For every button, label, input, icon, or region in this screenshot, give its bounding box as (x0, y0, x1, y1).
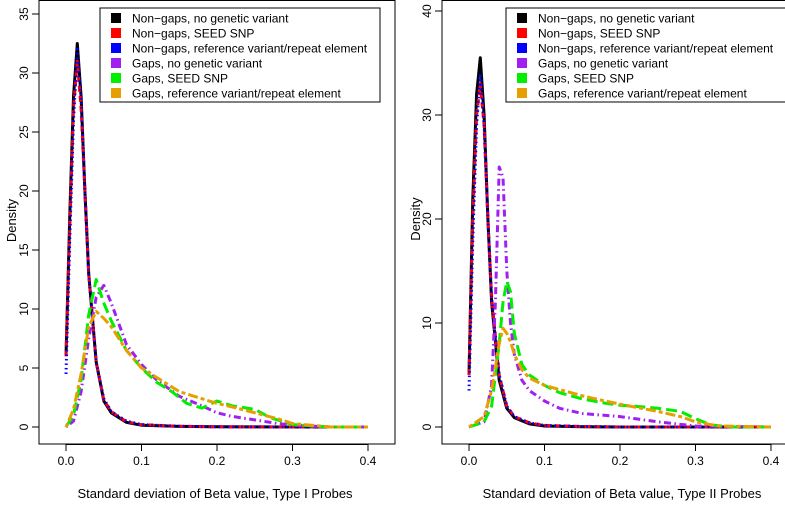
x-tick-label: 0.4 (360, 454, 377, 468)
y-axis-label: Density (408, 197, 423, 241)
legend-box (99, 7, 381, 103)
series-line-2 (467, 82, 771, 429)
x-tick-label: 0.3 (687, 454, 704, 468)
legend-label-4: Gaps, no genetic variant (538, 57, 669, 71)
series-line-6 (468, 326, 772, 429)
y-tick-label: 10 (17, 302, 31, 316)
y-tick-label: 30 (420, 108, 434, 122)
legend-label-6: Gaps, reference variant/repeat element (538, 87, 747, 101)
legend-label-4: Gaps, no genetic variant (132, 57, 263, 71)
series-line-3 (64, 47, 368, 429)
y-tick-label: 5 (17, 364, 31, 371)
legend-label-3: Non−gaps, reference variant/repeat eleme… (132, 42, 368, 56)
legend-swatch-6 (111, 88, 121, 98)
legend-swatch-2 (111, 28, 121, 38)
series-line-4 (468, 165, 772, 429)
x-tick-label: 0.0 (461, 454, 478, 468)
y-axis-label: Density (4, 198, 19, 242)
y-tick-label: 15 (17, 243, 31, 257)
x-tick-label: 0.4 (763, 454, 780, 468)
legend-label-5: Gaps, SEED SNP (538, 72, 634, 86)
y-tick-label: 35 (17, 7, 31, 21)
legend-swatch-2 (517, 28, 527, 38)
y-tick-label: 40 (420, 4, 434, 18)
series-line-2 (64, 59, 368, 429)
y-tick-label: 20 (420, 212, 434, 226)
legend-swatch-4 (517, 58, 527, 68)
series-line-4 (65, 283, 368, 429)
legend-label-3: Non−gaps, reference variant/repeat eleme… (538, 42, 774, 56)
legend-label-2: Non−gaps, SEED SNP (132, 27, 254, 41)
legend-label-6: Gaps, reference variant/repeat element (132, 87, 341, 101)
x-tick-label: 0.2 (612, 454, 629, 468)
y-tick-label: 0 (17, 423, 31, 430)
legend-label-2: Non−gaps, SEED SNP (538, 27, 660, 41)
y-tick-label: 30 (17, 66, 31, 80)
legend-label-1: Non−gaps, no genetic variant (132, 12, 289, 26)
legend-swatch-3 (517, 43, 527, 53)
y-tick-label: 0 (420, 423, 434, 430)
legend-swatch-3 (111, 43, 121, 53)
legend-swatch-1 (111, 13, 121, 23)
series-line-6 (64, 309, 368, 429)
x-tick-label: 0.2 (209, 454, 226, 468)
legend-box (505, 7, 785, 103)
y-tick-label: 25 (17, 125, 31, 139)
x-tick-label: 0.0 (58, 454, 75, 468)
x-tick-label: 0.3 (284, 454, 301, 468)
legend-label-1: Non−gaps, no genetic variant (538, 12, 695, 26)
legend-label-5: Gaps, SEED SNP (132, 72, 228, 86)
x-axis-label: Standard deviation of Beta value, Type I… (77, 486, 353, 501)
legend-swatch-5 (111, 73, 121, 83)
x-tick-label: 0.1 (133, 454, 150, 468)
panel-type-i: 0 5 10 15 20 25 30 35 0.0 0.1 0.2 0.3 0.4 Standard de… (4, 0, 396, 501)
x-axis-label: Standard deviation of Beta value, Type I… (483, 486, 762, 501)
legend-swatch-6 (517, 88, 527, 98)
series-line-5 (64, 278, 368, 429)
legend-swatch-1 (517, 13, 527, 23)
y-tick-label: 10 (420, 316, 434, 330)
series-line-5 (468, 279, 771, 429)
panel-type-ii: 0 10 20 30 40 0.0 0.1 0.2 0.3 0.4 Standard deviati… (408, 0, 785, 501)
series-line-3 (467, 71, 771, 429)
legend-swatch-4 (111, 58, 121, 68)
x-tick-label: 0.1 (536, 454, 553, 468)
legend-swatch-5 (517, 73, 527, 83)
y-tick-label: 20 (17, 184, 31, 198)
series-line-1 (467, 56, 771, 429)
